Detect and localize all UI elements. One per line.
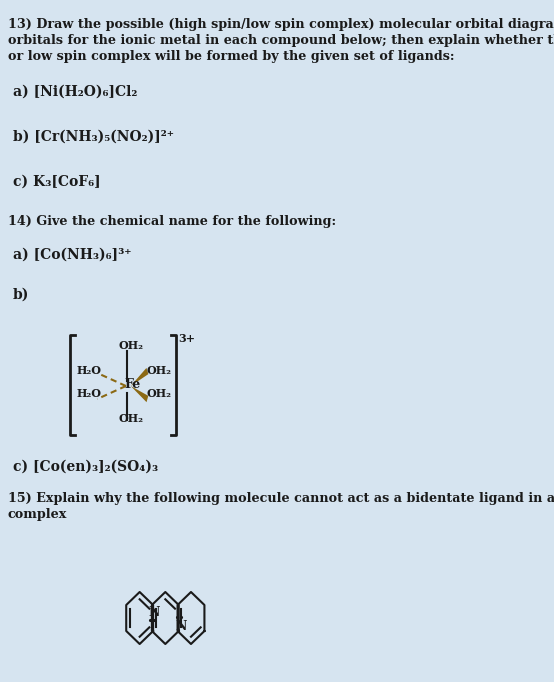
- Text: Fe: Fe: [125, 378, 141, 391]
- Polygon shape: [131, 368, 148, 386]
- Text: OH₂: OH₂: [119, 413, 144, 424]
- Text: N: N: [149, 606, 160, 619]
- Text: OH₂: OH₂: [119, 340, 144, 351]
- Text: complex: complex: [8, 508, 67, 521]
- Text: H₂O: H₂O: [76, 365, 101, 376]
- Text: orbitals for the ionic metal in each compound below; then explain whether the hi: orbitals for the ionic metal in each com…: [8, 34, 554, 47]
- Text: H₂O: H₂O: [76, 388, 101, 399]
- Text: a) [Ni(H₂O)₆]Cl₂: a) [Ni(H₂O)₆]Cl₂: [13, 85, 137, 99]
- Text: OH₂: OH₂: [146, 388, 171, 399]
- Text: b) [Cr(NH₃)₅(NO₂)]²⁺: b) [Cr(NH₃)₅(NO₂)]²⁺: [13, 130, 174, 144]
- Text: c) K₃[CoF₆]: c) K₃[CoF₆]: [13, 175, 101, 189]
- Text: 15) Explain why the following molecule cannot act as a bidentate ligand in a coo: 15) Explain why the following molecule c…: [8, 492, 554, 505]
- Text: N: N: [176, 620, 187, 633]
- Polygon shape: [131, 386, 148, 402]
- Text: or low spin complex will be formed by the given set of ligands:: or low spin complex will be formed by th…: [8, 50, 454, 63]
- Text: 14) Give the chemical name for the following:: 14) Give the chemical name for the follo…: [8, 215, 336, 228]
- Text: a) [Co(NH₃)₆]³⁺: a) [Co(NH₃)₆]³⁺: [13, 248, 132, 262]
- Text: 13) Draw the possible (high spin/low spin complex) molecular orbital diagrams of: 13) Draw the possible (high spin/low spi…: [8, 18, 554, 31]
- Text: 3+: 3+: [178, 333, 195, 344]
- Text: c) [Co(en)₃]₂(SO₄)₃: c) [Co(en)₃]₂(SO₄)₃: [13, 460, 158, 474]
- Text: b): b): [13, 288, 29, 302]
- Text: OH₂: OH₂: [146, 365, 171, 376]
